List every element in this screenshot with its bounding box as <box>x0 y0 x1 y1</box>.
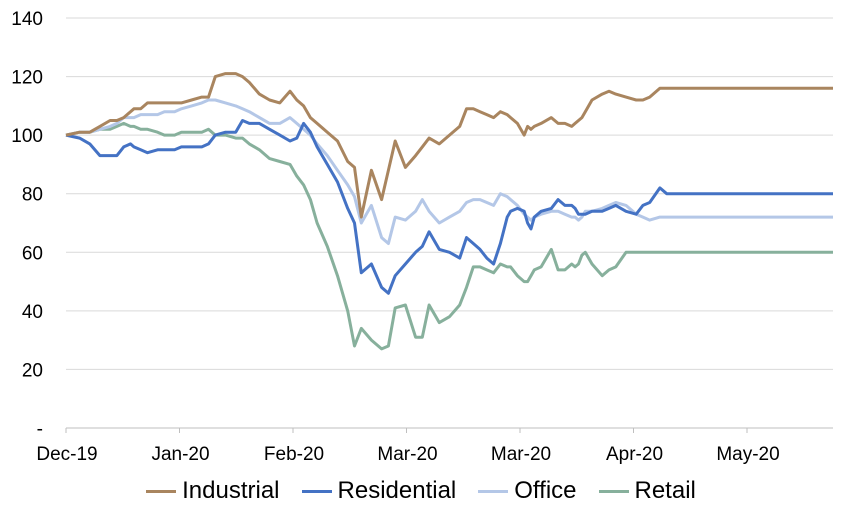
series-line-office <box>65 98 833 245</box>
legend-label-residential: Residential <box>337 477 457 504</box>
legend-swatch-office <box>478 489 509 493</box>
y-tick-label: 60 <box>22 243 43 264</box>
y-tick-label: - <box>37 419 43 440</box>
legend-item-office: Office <box>478 477 577 505</box>
x-tick-label: May-20 <box>716 444 779 465</box>
x-tick-label: Apr-20 <box>606 444 663 465</box>
legend-label-office: Office <box>514 477 577 504</box>
series-line-retail <box>65 121 833 351</box>
y-tick-label: 140 <box>11 9 43 30</box>
x-tick-label: Mar-20 <box>491 444 551 465</box>
legend-item-industrial: Industrial <box>146 477 280 505</box>
axes <box>65 427 833 433</box>
legend-swatch-residential <box>301 489 332 493</box>
y-tick-label: 80 <box>22 185 43 206</box>
y-tick-label: 120 <box>11 68 43 89</box>
legend-item-residential: Residential <box>301 477 457 505</box>
line-chart: - 20 40 60 80 100 120 140 Dec-19 Jan-20 Feb-20 Mar… <box>11 9 833 465</box>
chart-legend: Industrial Residential Office Retail <box>0 474 842 508</box>
x-tick-label: Mar-20 <box>377 444 437 465</box>
y-tick-label: 20 <box>22 360 43 381</box>
series-line-industrial <box>65 72 833 219</box>
y-tick-label: 40 <box>22 302 43 323</box>
y-tick-labels: - 20 40 60 80 100 120 140 <box>11 9 43 440</box>
x-tick-label: Dec-19 <box>36 444 97 465</box>
legend-item-retail: Retail <box>598 477 696 505</box>
legend-swatch-retail <box>598 489 629 493</box>
x-tick-label: Feb-20 <box>264 444 324 465</box>
y-tick-label: 100 <box>11 126 43 147</box>
legend-label-industrial: Industrial <box>182 477 280 504</box>
legend-label-retail: Retail <box>634 477 696 504</box>
x-tick-label: Jan-20 <box>151 444 209 465</box>
legend-swatch-industrial <box>146 489 177 493</box>
series-line-residential <box>65 119 833 295</box>
series-lines <box>65 72 833 351</box>
x-tick-labels: Dec-19 Jan-20 Feb-20 Mar-20 Mar-20 Apr-20 May-… <box>36 444 779 465</box>
